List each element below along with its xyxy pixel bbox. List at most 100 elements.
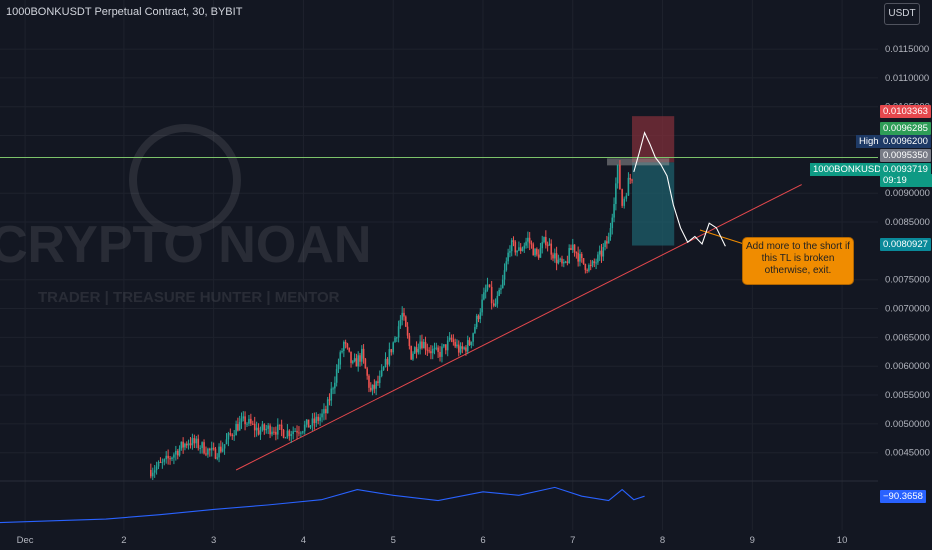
take-profit-zone	[632, 162, 675, 246]
candle-body	[203, 442, 205, 454]
currency-button[interactable]: USDT	[884, 3, 920, 25]
candle-body	[584, 264, 587, 270]
candle-body	[611, 217, 614, 229]
candle-body	[597, 254, 599, 263]
candle-body	[263, 424, 266, 431]
candle-body	[421, 341, 423, 349]
candle-body	[422, 341, 425, 349]
candle-body	[265, 428, 268, 431]
annotation-callout[interactable]: Add more to the short if this TL is brok…	[742, 237, 854, 285]
candle-body	[472, 333, 474, 342]
candle-body	[259, 430, 262, 435]
x-tick-label: 6	[480, 535, 485, 546]
candle-body	[237, 424, 239, 431]
candle-body	[573, 244, 576, 253]
symbol-tag: 1000BONKUSDT.P	[810, 163, 898, 176]
candle-body	[629, 177, 632, 180]
x-tick-label: 8	[660, 535, 665, 546]
candle-body	[580, 254, 583, 259]
candle-body	[244, 416, 246, 425]
candle-body	[350, 351, 352, 363]
candle-body	[477, 315, 480, 320]
y-tick-label: 0.0045000	[885, 448, 930, 459]
candle-body	[273, 431, 275, 433]
candle-body	[362, 348, 365, 359]
candle-body	[278, 424, 281, 426]
countdown-tag: 09:19	[880, 174, 932, 187]
candle-body	[396, 337, 398, 339]
candle-body	[161, 461, 164, 463]
candle-body	[344, 342, 347, 344]
candle-body	[548, 243, 551, 246]
candle-body	[209, 448, 211, 451]
candle-body	[233, 435, 235, 437]
candle-body	[205, 453, 207, 455]
candle-body	[582, 258, 585, 265]
candle-body	[463, 347, 465, 349]
candle-body	[394, 337, 396, 343]
candle-body	[248, 418, 250, 424]
candle-body	[536, 248, 538, 255]
candle-body	[178, 448, 181, 456]
candle-body	[443, 344, 445, 347]
candle-body	[288, 430, 291, 437]
candle-body	[328, 399, 331, 401]
candle-body	[315, 416, 318, 424]
candle-body	[317, 416, 319, 421]
candle-body	[509, 251, 511, 253]
candle-body	[378, 375, 381, 383]
candle-body	[595, 262, 597, 264]
symbol-title[interactable]: 1000BONKUSDT Perpetual Contract, 30, BYB…	[6, 6, 243, 18]
candle-body	[555, 253, 558, 264]
candle-body	[577, 252, 579, 262]
entry-price-tag: 0.0095350	[880, 149, 931, 162]
candle-body	[609, 228, 612, 237]
x-tick-label: 4	[301, 535, 306, 546]
x-tick-label: 3	[211, 535, 216, 546]
candle-body	[494, 303, 497, 306]
candle-body	[325, 409, 327, 414]
candle-body	[397, 326, 400, 338]
candle-body	[570, 248, 572, 251]
grid	[0, 0, 878, 530]
candle-body	[346, 343, 349, 348]
candle-body	[290, 434, 293, 437]
candle-body	[169, 458, 171, 460]
candle-body	[530, 243, 533, 245]
candle-body	[604, 241, 606, 248]
candle-body	[214, 448, 217, 459]
candle-body	[369, 387, 372, 391]
candle-body	[294, 430, 296, 432]
candle-body	[521, 248, 524, 252]
candle-body	[627, 177, 630, 196]
candle-body	[623, 198, 626, 206]
candle-body	[373, 384, 376, 389]
candle-body	[250, 418, 252, 424]
candle-body	[212, 447, 215, 449]
candle-body	[251, 423, 254, 425]
y-tick-label: 0.0065000	[885, 332, 930, 343]
candle-body	[303, 424, 306, 432]
candle-body	[339, 352, 342, 365]
candle-body	[417, 348, 420, 353]
candle-body	[238, 422, 241, 431]
candle-body	[267, 425, 269, 429]
candle-body	[479, 312, 482, 320]
y-tick-label: 0.0060000	[885, 361, 930, 372]
candle-body	[313, 418, 316, 424]
y-tick-label: 0.0055000	[885, 390, 930, 401]
candle-body	[591, 261, 594, 266]
candle-body	[564, 261, 567, 263]
candle-body	[300, 432, 302, 434]
candle-body	[321, 413, 323, 418]
candle-body	[401, 312, 403, 320]
candle-body	[452, 339, 455, 343]
candle-body	[382, 367, 385, 371]
candle-body	[390, 349, 393, 353]
candle-body	[559, 258, 561, 260]
candle-body	[481, 299, 483, 313]
y-tick-label: 0.0070000	[885, 304, 930, 315]
candle-body	[532, 244, 535, 256]
